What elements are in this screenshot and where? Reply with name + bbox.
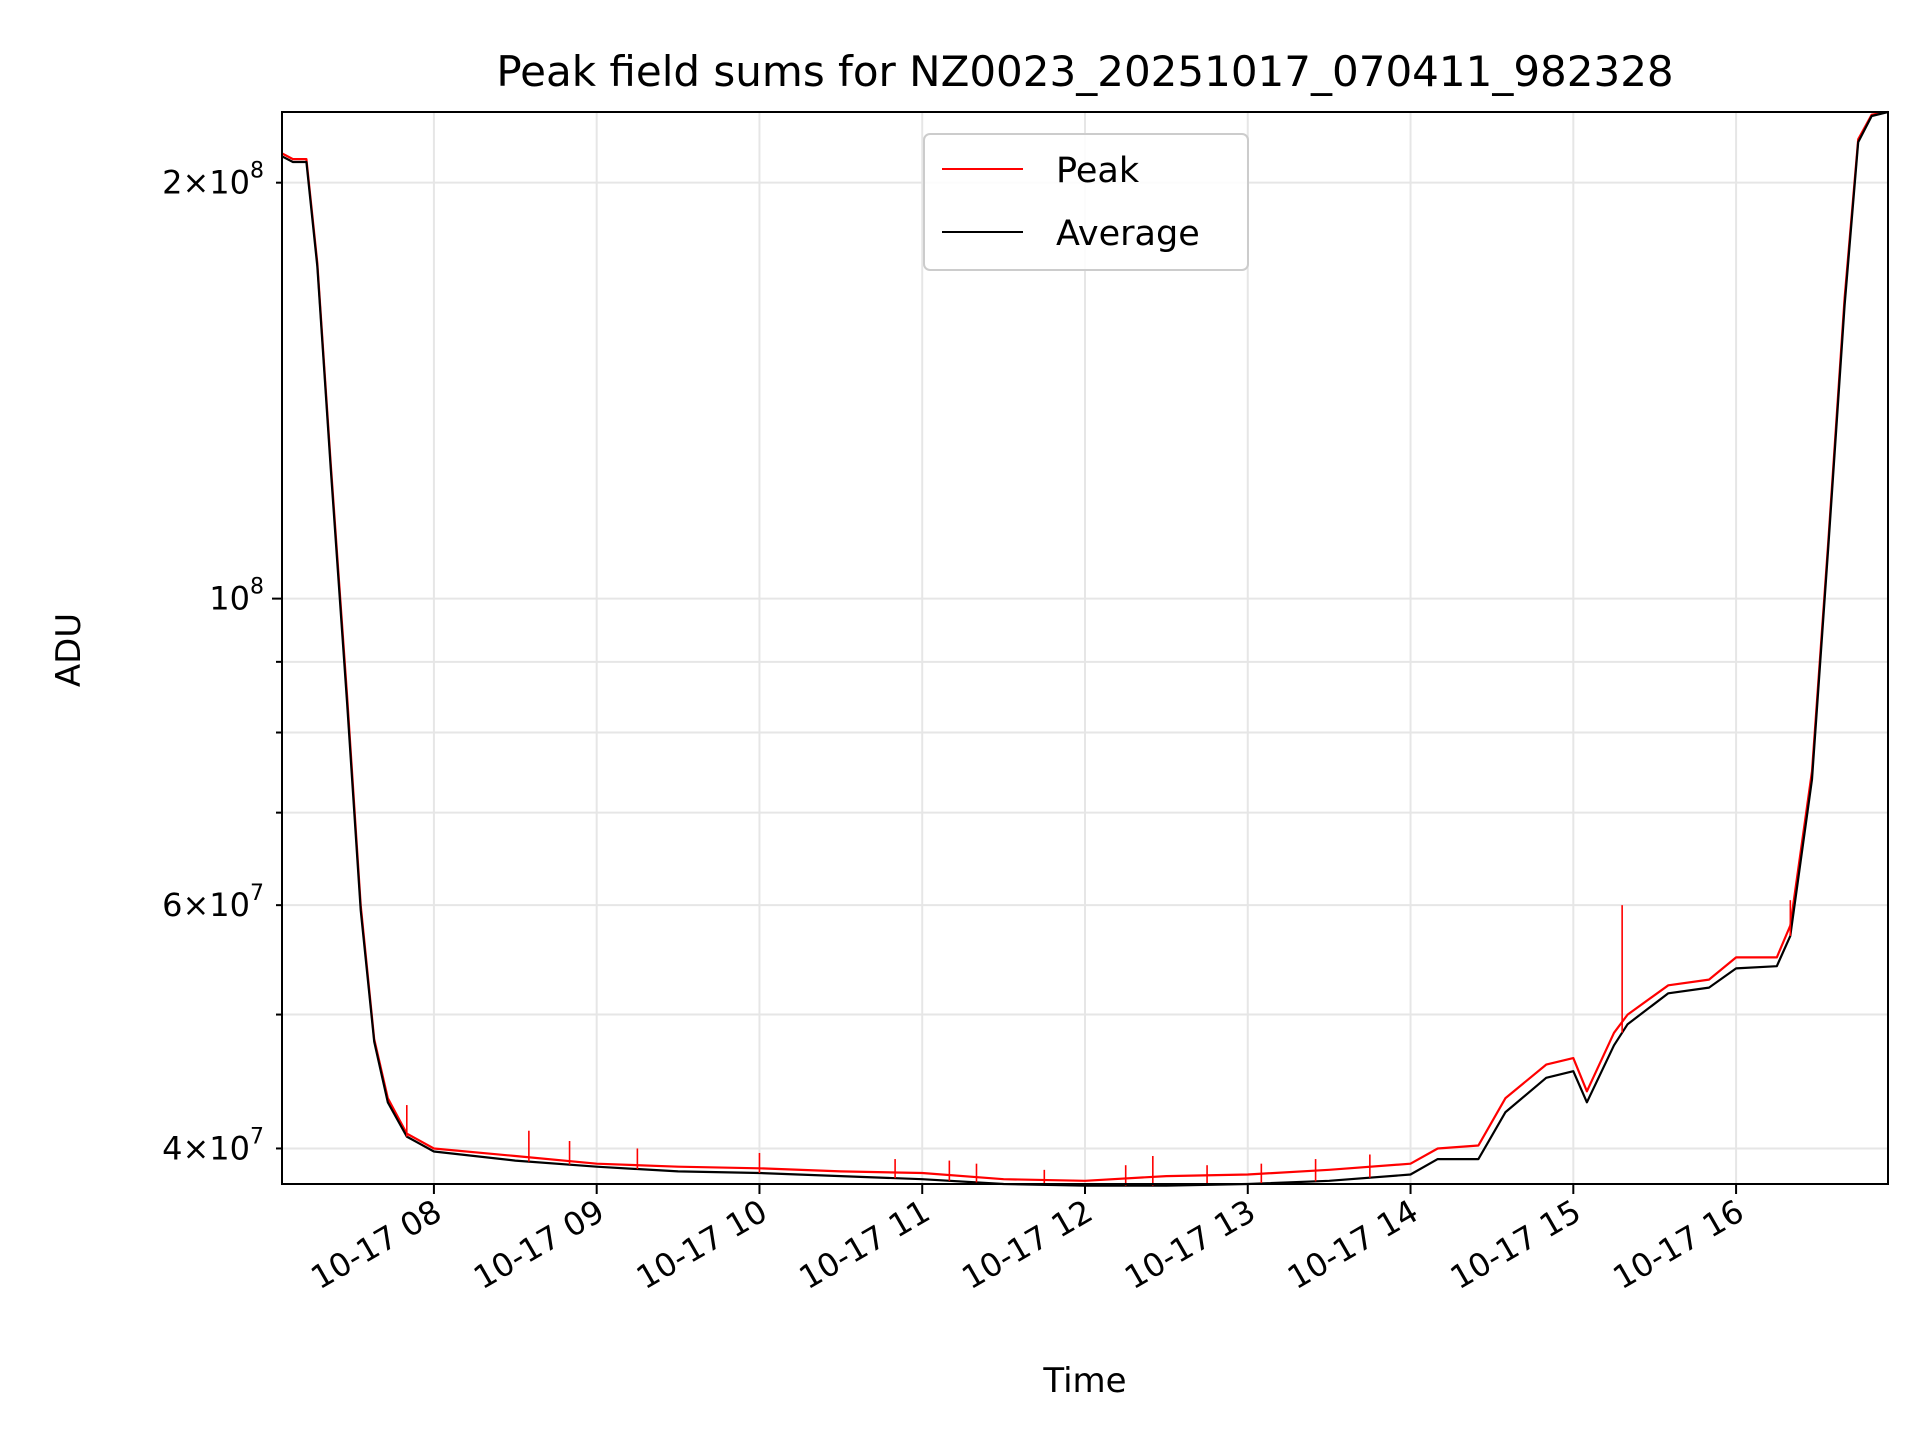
y-tick-base: 10 (209, 580, 250, 618)
y-tick-exp: 7 (250, 1124, 264, 1149)
y-tick-label: 108 (209, 575, 264, 618)
legend-label-peak: Peak (1056, 151, 1140, 191)
x-axis-label: Time (1042, 1361, 1126, 1401)
y-tick-base: 10 (209, 1129, 250, 1167)
plot-series (281, 110, 1889, 1187)
y-tick-base: 10 (209, 164, 250, 202)
y-tick-coef: 6× (162, 886, 209, 924)
y-tick-exp: 8 (250, 575, 264, 600)
y-tick-label: 4×107 (162, 1124, 264, 1167)
y-tick-label: 6×107 (162, 881, 264, 924)
y-tick-label: 2×108 (162, 159, 264, 202)
y-tick-exp: 8 (250, 159, 264, 184)
legend: Peak Average (923, 133, 1249, 271)
y-axis-label: ADU (49, 613, 89, 687)
grid (282, 112, 1888, 1184)
y-tick-coef: 2× (162, 164, 209, 202)
series-line-average (281, 110, 1889, 1187)
y-tick-exp: 7 (250, 881, 264, 906)
y-tick-base: 10 (209, 886, 250, 924)
legend-label-average: Average (1056, 214, 1200, 254)
y-tick-coef: 4× (162, 1129, 209, 1167)
chart-title: Peak field sums for NZ0023_20251017_0704… (496, 47, 1673, 96)
